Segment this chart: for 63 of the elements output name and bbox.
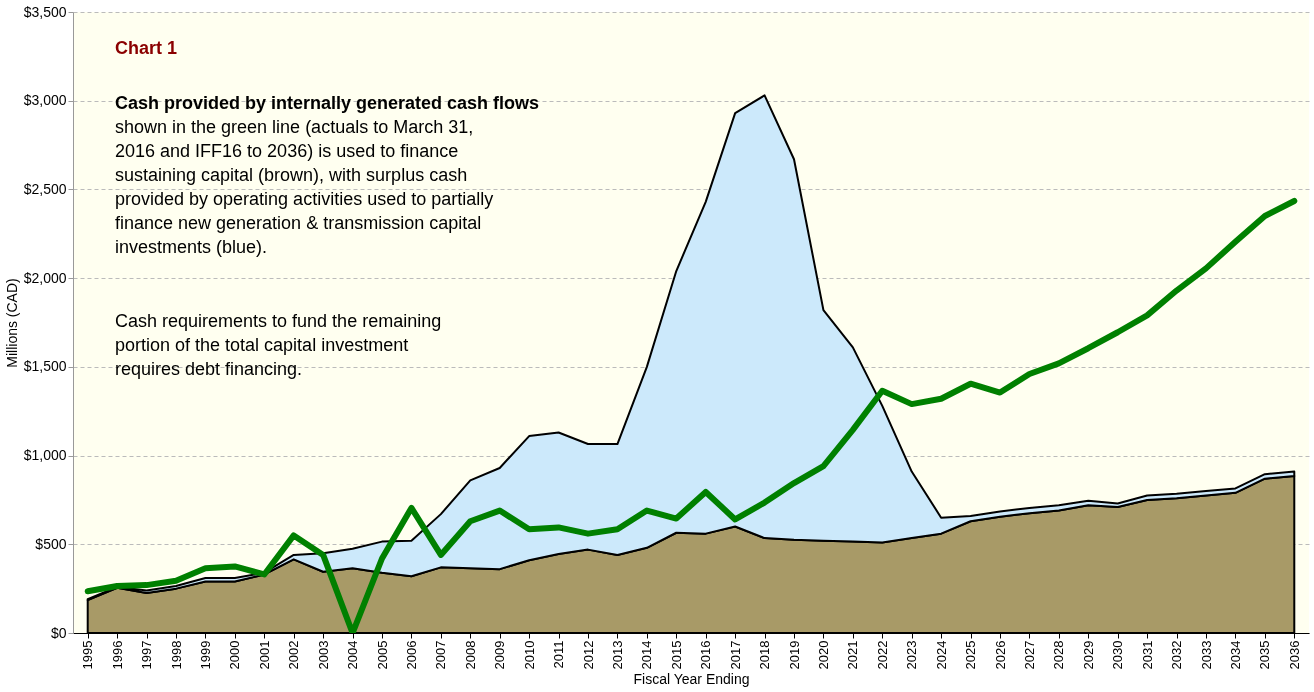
- x-tick-label: 2015: [668, 640, 684, 670]
- x-tick-label: 2018: [757, 640, 773, 670]
- x-tick-label: 2005: [374, 640, 390, 670]
- x-tick-label: 2031: [1139, 640, 1155, 670]
- x-tick-label: 1997: [139, 640, 155, 670]
- x-tick-label: 2013: [609, 640, 625, 670]
- annotation: finance new generation & transmission capital: [115, 213, 482, 233]
- x-tick-label: 1999: [197, 640, 213, 670]
- x-tick-label: 2022: [874, 640, 890, 670]
- x-tick-label: 2007: [433, 640, 449, 670]
- x-tick-label: 2027: [1021, 640, 1037, 670]
- x-tick-label: 2000: [227, 640, 243, 670]
- x-tick-label: 2030: [1110, 640, 1126, 670]
- x-tick-label: 1998: [168, 640, 184, 670]
- y-tick-label: $1,500: [23, 358, 67, 375]
- x-tick-label: 2011: [551, 640, 567, 669]
- x-tick-label: 2002: [286, 640, 302, 670]
- y-tick-label: $1,000: [23, 447, 67, 464]
- x-tick-label: 2010: [521, 640, 537, 670]
- x-tick-label: 2021: [845, 640, 861, 670]
- x-tick-label: 2035: [1257, 640, 1273, 670]
- annotation: investments (blue).: [115, 237, 268, 257]
- x-tick-label: 2001: [256, 640, 272, 670]
- annotation: Chart 1: [115, 38, 178, 58]
- y-axis-title: Millions (CAD): [3, 278, 20, 368]
- x-tick-label: 2023: [904, 640, 920, 670]
- x-tick-label: 2017: [727, 640, 743, 670]
- x-tick-label: 2026: [992, 640, 1008, 670]
- x-tick-label: 1995: [80, 640, 96, 670]
- annotation: requires debt financing.: [115, 359, 303, 379]
- x-axis-title: Fiscal Year Ending: [633, 671, 750, 688]
- x-tick-label: 2024: [933, 640, 949, 670]
- y-tick-label: $500: [35, 535, 67, 552]
- x-tick-label: 2029: [1080, 640, 1096, 670]
- x-tick-label: 1996: [109, 640, 125, 670]
- annotation: Cash provided by internally generated cash flows: [115, 93, 540, 113]
- annotation: portion of the total capital investment: [115, 335, 409, 355]
- annotation: 2016 and IFF16 to 2036) is used to finance: [115, 141, 459, 161]
- x-tick-label: 2033: [1198, 640, 1214, 670]
- x-tick-label: 2016: [698, 640, 714, 670]
- y-tick-label: $2,000: [23, 269, 67, 286]
- annotation: provided by operating activities used to partially: [115, 189, 494, 209]
- y-tick-label: $0: [50, 624, 67, 641]
- annotation: Cash requirements to fund the remaining: [115, 311, 442, 331]
- annotation: shown in the green line (actuals to March 31,: [115, 117, 474, 137]
- annotation: sustaining capital (brown), with surplus cash: [115, 165, 468, 185]
- x-tick-label: 2012: [580, 640, 596, 670]
- x-tick-label: 2025: [963, 640, 979, 670]
- x-tick-label: 2036: [1286, 640, 1302, 670]
- x-tick-label: 2034: [1227, 640, 1243, 670]
- x-tick-label: 2028: [1051, 640, 1067, 670]
- y-tick-label: $2,500: [23, 180, 67, 197]
- y-tick-label: $3,000: [23, 92, 67, 109]
- x-tick-label: 2020: [815, 640, 831, 670]
- x-tick-label: 2019: [786, 640, 802, 670]
- x-tick-label: 2006: [403, 640, 419, 670]
- x-tick-label: 2014: [639, 640, 655, 670]
- x-tick-label: 2009: [492, 640, 508, 670]
- x-tick-label: 2004: [345, 640, 361, 670]
- y-tick-label: $3,500: [23, 3, 67, 20]
- x-tick-label: 2032: [1169, 640, 1185, 670]
- x-tick-label: 2003: [315, 640, 331, 670]
- x-tick-label: 2008: [462, 640, 478, 670]
